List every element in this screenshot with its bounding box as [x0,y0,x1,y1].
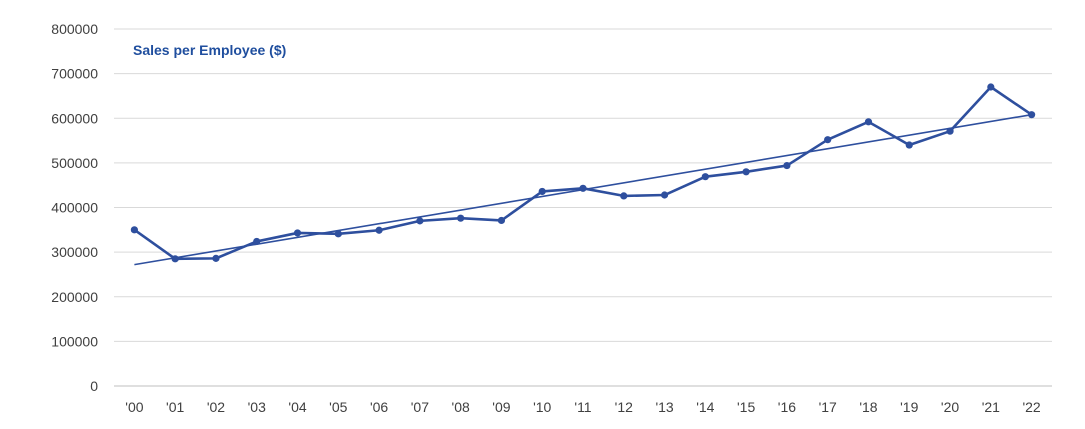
data-point [783,161,791,170]
x-tick-label: '00 [125,399,143,415]
data-point [416,217,424,225]
y-tick-label: 300000 [51,244,98,260]
x-tick-label: '15 [737,399,755,415]
x-tick-label: '19 [900,399,918,415]
x-tick-label: '20 [941,399,959,415]
x-tick-label: '17 [819,399,837,415]
x-tick-label: '13 [655,399,673,415]
data-point [538,187,546,196]
y-tick-label: 800000 [51,21,98,37]
data-point [824,136,832,144]
data-point [212,254,220,262]
x-tick-label: '07 [411,399,429,415]
x-tick-label: '02 [207,399,225,415]
data-point [130,226,138,234]
data-point [171,255,179,263]
y-tick-label: 500000 [51,155,98,171]
x-tick-label: '06 [370,399,388,415]
y-tick-label: 200000 [51,289,98,305]
x-axis-ticks: '00 '01 '02 '03 '04 '05 '06 '07 '08 '09 '10 '11 '12 '… [125,399,1041,415]
x-tick-label: '10 [533,399,551,415]
y-tick-label: 700000 [51,66,98,82]
x-tick-label: '05 [329,399,347,415]
data-point [1028,111,1036,119]
x-tick-label: '09 [492,399,510,415]
x-tick-label: '18 [859,399,877,415]
y-axis-ticks: 0 100000 200000 300000 400000 500000 600000 700… [51,21,98,394]
x-tick-label: '11 [574,399,591,415]
y-tick-label: 0 [90,378,98,394]
x-tick-label: '12 [615,399,633,415]
y-tick-label: 600000 [51,110,98,126]
data-point [905,141,913,149]
data-point [375,226,383,234]
series-line [133,85,1033,261]
data-point [864,118,873,126]
x-tick-label: '03 [248,399,266,415]
y-tick-label: 100000 [51,333,98,349]
data-point [946,127,954,135]
data-point [701,173,709,181]
data-point [497,216,506,225]
x-tick-label: '22 [1022,399,1040,415]
x-tick-label: '14 [696,399,714,415]
x-tick-label: '08 [452,399,470,415]
data-point [579,184,587,192]
series-layer [130,83,1036,263]
grid-lines [114,28,1052,387]
data-point [293,229,302,237]
x-tick-label: '21 [982,399,1000,415]
data-point [457,214,465,222]
x-tick-label: '04 [288,399,306,415]
data-point [334,230,342,238]
x-tick-label: '16 [778,399,796,415]
data-point [253,237,261,246]
data-point [742,168,750,176]
data-point [660,191,669,199]
data-point [987,83,995,91]
y-tick-label: 400000 [51,200,98,216]
chart-title: Sales per Employee ($) [133,42,286,58]
data-point [620,192,628,200]
x-tick-label: '01 [166,399,184,415]
